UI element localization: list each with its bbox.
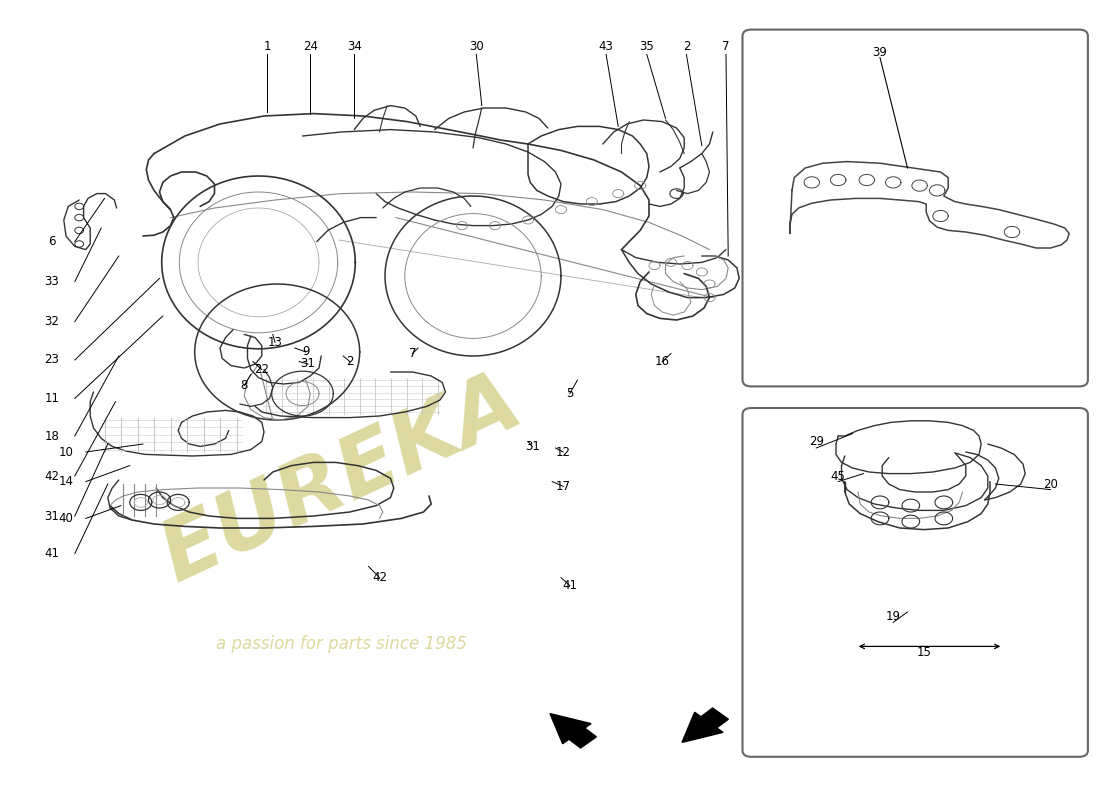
Text: 7: 7 bbox=[723, 40, 729, 53]
Text: 31: 31 bbox=[525, 440, 540, 453]
Text: a passion for parts since 1985: a passion for parts since 1985 bbox=[216, 635, 466, 653]
Text: 9: 9 bbox=[302, 346, 309, 358]
Text: 13: 13 bbox=[267, 336, 283, 349]
Text: 33: 33 bbox=[44, 275, 59, 288]
Text: 15: 15 bbox=[916, 646, 932, 658]
Text: EUREKA: EUREKA bbox=[839, 530, 1004, 614]
Text: since 1985: since 1985 bbox=[888, 299, 956, 312]
Text: 18: 18 bbox=[44, 430, 59, 442]
Polygon shape bbox=[550, 714, 596, 748]
Text: 45: 45 bbox=[830, 470, 846, 482]
Text: since 1985: since 1985 bbox=[888, 618, 956, 630]
Text: 35: 35 bbox=[639, 40, 654, 53]
Text: 7: 7 bbox=[409, 347, 416, 360]
Text: 30: 30 bbox=[469, 40, 484, 53]
Text: 16: 16 bbox=[654, 355, 670, 368]
Text: 31: 31 bbox=[44, 510, 59, 522]
Text: 2: 2 bbox=[683, 40, 690, 53]
Text: 14: 14 bbox=[58, 475, 74, 488]
Text: 22: 22 bbox=[254, 363, 270, 376]
Text: 2: 2 bbox=[346, 355, 353, 368]
Text: 31: 31 bbox=[300, 358, 316, 370]
Text: 23: 23 bbox=[44, 354, 59, 366]
Polygon shape bbox=[682, 708, 728, 742]
Text: 41: 41 bbox=[562, 579, 578, 592]
Text: 19: 19 bbox=[886, 610, 901, 622]
Text: 6: 6 bbox=[48, 235, 55, 248]
Text: 41: 41 bbox=[44, 547, 59, 560]
Text: 5: 5 bbox=[566, 387, 573, 400]
Text: 32: 32 bbox=[44, 315, 59, 328]
Text: EUREKA: EUREKA bbox=[147, 361, 535, 599]
Text: 42: 42 bbox=[44, 470, 59, 482]
Text: 24: 24 bbox=[302, 40, 318, 53]
Text: EUREKA: EUREKA bbox=[827, 200, 1016, 304]
Text: 11: 11 bbox=[44, 392, 59, 405]
Text: 12: 12 bbox=[556, 446, 571, 458]
Text: 40: 40 bbox=[58, 512, 74, 525]
FancyBboxPatch shape bbox=[742, 30, 1088, 386]
Text: 43: 43 bbox=[598, 40, 614, 53]
Text: 34: 34 bbox=[346, 40, 362, 53]
Text: 39: 39 bbox=[872, 46, 888, 58]
Text: 20: 20 bbox=[1043, 478, 1058, 490]
FancyBboxPatch shape bbox=[742, 408, 1088, 757]
Text: 42: 42 bbox=[372, 571, 387, 584]
Text: 17: 17 bbox=[556, 480, 571, 493]
Text: 10: 10 bbox=[58, 446, 74, 458]
Text: 29: 29 bbox=[808, 435, 824, 448]
Text: 8: 8 bbox=[241, 379, 248, 392]
Text: 1: 1 bbox=[264, 40, 271, 53]
